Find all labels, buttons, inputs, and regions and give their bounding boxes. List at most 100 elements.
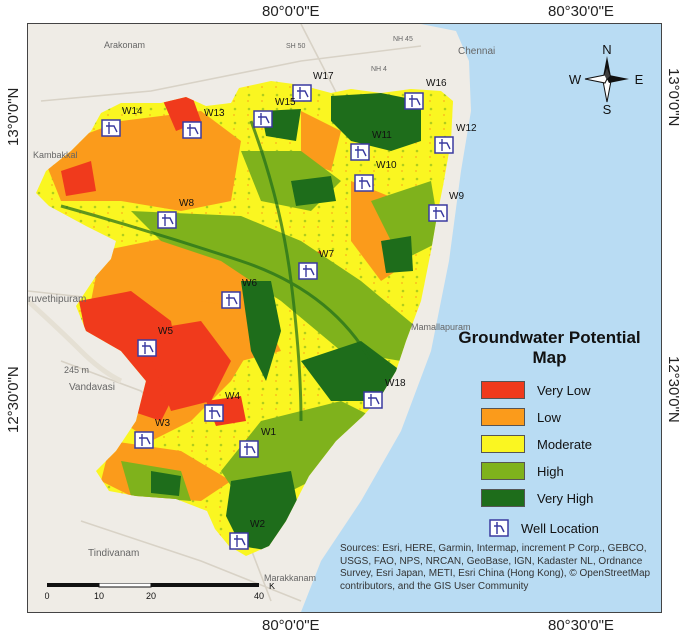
label-nh4: NH 4 xyxy=(371,66,387,73)
well-label-w17: W17 xyxy=(313,71,334,82)
label-tindivanam: Tindivanam xyxy=(88,548,139,559)
well-location-icon xyxy=(489,519,509,537)
well-location-icon xyxy=(204,404,224,422)
well-label-w1: W1 xyxy=(261,427,276,438)
well-label-w4: W4 xyxy=(225,391,240,402)
well-marker-w17[interactable]: W17 xyxy=(292,71,334,102)
well-label-w15: W15 xyxy=(275,97,296,108)
legend-swatch-high xyxy=(481,462,525,480)
well-marker-w18[interactable]: W18 xyxy=(363,378,406,409)
scale-tick-40: 40 xyxy=(254,591,264,601)
legend-swatch-moderate xyxy=(481,435,525,453)
wells-layer: W17 W16 W15 W14 W13 W12 W11 W10 W9 W8 W7 W6 W5 W18 W4 W… xyxy=(101,71,477,550)
well-label-w5: W5 xyxy=(158,326,173,337)
river-channels xyxy=(60,120,373,422)
well-location-icon xyxy=(292,84,312,102)
well-location-icon xyxy=(354,174,374,192)
label-ruvethipuram: ruvethipuram xyxy=(28,294,86,305)
graticule-right-12-30n: 12°30'0"N xyxy=(665,356,682,423)
legend-item-well: Well Location xyxy=(489,519,599,537)
well-location-icon xyxy=(137,339,157,357)
well-label-w8: W8 xyxy=(179,198,194,209)
well-marker-w5[interactable]: W5 xyxy=(137,326,173,357)
well-marker-w16[interactable]: W16 xyxy=(404,78,447,110)
well-label-w12: W12 xyxy=(456,123,477,134)
well-location-icon xyxy=(101,119,121,137)
well-marker-w4[interactable]: W4 xyxy=(204,391,240,422)
well-label-w2: W2 xyxy=(250,519,265,530)
label-mamallapuram: Mamallapuram xyxy=(411,322,471,332)
graticule-bottom-80e: 80°0'0"E xyxy=(262,617,320,634)
well-label-w7: W7 xyxy=(319,249,334,260)
sea-area xyxy=(301,24,661,612)
legend-label-moderate: Moderate xyxy=(537,436,592,452)
well-location-icon xyxy=(157,211,177,229)
well-location-icon xyxy=(298,262,318,280)
north-arrow: N S W E xyxy=(567,42,647,117)
well-location-icon xyxy=(253,110,273,128)
zones-very-low xyxy=(61,93,326,426)
legend-title-line2: Map xyxy=(532,348,567,367)
legend-item-very-low: Very Low xyxy=(481,381,590,399)
label-vandavasi: Vandavasi xyxy=(69,382,115,393)
well-marker-w6[interactable]: W6 xyxy=(221,278,257,309)
well-marker-w10[interactable]: W10 xyxy=(354,160,397,192)
legend-item-very-high: Very High xyxy=(481,489,593,507)
well-location-icon xyxy=(229,532,249,550)
well-label-w11: W11 xyxy=(372,130,392,141)
well-location-icon xyxy=(182,121,202,139)
well-marker-w9[interactable]: W9 xyxy=(428,191,464,222)
well-marker-w14[interactable]: W14 xyxy=(101,106,143,137)
well-location-icon xyxy=(363,391,383,409)
compass-e: E xyxy=(635,72,644,87)
legend-label-very-high: Very High xyxy=(537,490,594,506)
legend-item-high: High xyxy=(481,462,564,480)
basemap-hills xyxy=(28,299,123,384)
well-marker-w15[interactable]: W15 xyxy=(253,97,296,128)
label-marakkanam: Marakkanam xyxy=(264,573,316,583)
well-location-icon xyxy=(404,92,424,110)
well-marker-w2[interactable]: W2 xyxy=(229,519,265,550)
compass-w: W xyxy=(569,72,582,87)
well-label-w10: W10 xyxy=(376,160,397,171)
scale-unit: Km xyxy=(269,583,275,591)
well-marker-w3[interactable]: W3 xyxy=(134,418,170,449)
well-label-w16: W16 xyxy=(426,78,447,89)
compass-s: S xyxy=(603,102,612,116)
well-marker-w12[interactable]: W12 xyxy=(434,123,477,154)
well-label-w14: W14 xyxy=(122,106,143,117)
well-label-w3: W3 xyxy=(155,418,170,429)
scale-tick-20: 20 xyxy=(146,591,156,601)
legend-swatch-low xyxy=(481,408,525,426)
label-elevation: 245 m xyxy=(64,365,89,375)
map-legend: Groundwater Potential Map Very Low Low M… xyxy=(437,328,662,537)
well-location-icon xyxy=(134,431,154,449)
scale-tick-0: 0 xyxy=(45,591,50,601)
legend-item-moderate: Moderate xyxy=(481,435,592,453)
label-nh45: NH 45 xyxy=(393,36,413,43)
map-frame[interactable]: Arakonam Chennai Kambakkal ruvethipuram … xyxy=(27,23,662,613)
label-arakonam: Arakonam xyxy=(104,40,145,50)
well-location-icon xyxy=(239,440,259,458)
well-marker-w8[interactable]: W8 xyxy=(157,198,194,229)
compass-n: N xyxy=(602,42,611,57)
well-marker-w11[interactable]: W11 xyxy=(350,130,392,161)
scale-tick-10: 10 xyxy=(94,591,104,601)
well-marker-w1[interactable]: W1 xyxy=(239,427,276,458)
graticule-right-13n: 13°0'0"N xyxy=(665,68,682,127)
map-canvas[interactable]: Arakonam Chennai Kambakkal ruvethipuram … xyxy=(28,24,661,612)
legend-label-high: High xyxy=(537,463,564,479)
legend-swatch-very-high xyxy=(481,489,525,507)
well-marker-w13[interactable]: W13 xyxy=(182,108,225,139)
legend-label-well: Well Location xyxy=(521,520,599,536)
legend-item-low: Low xyxy=(481,408,561,426)
legend-swatch-very-low xyxy=(481,381,525,399)
label-chennai: Chennai xyxy=(458,46,495,57)
scale-bar: 0 10 20 40 Km xyxy=(44,581,282,612)
well-location-icon xyxy=(221,291,241,309)
well-marker-w7[interactable]: W7 xyxy=(298,249,334,280)
legend-label-very-low: Very Low xyxy=(537,382,591,398)
graticule-left-13n: 13°0'0"N xyxy=(5,87,22,146)
label-sh50: SH 50 xyxy=(286,43,306,50)
label-kambakkal: Kambakkal xyxy=(33,150,78,160)
